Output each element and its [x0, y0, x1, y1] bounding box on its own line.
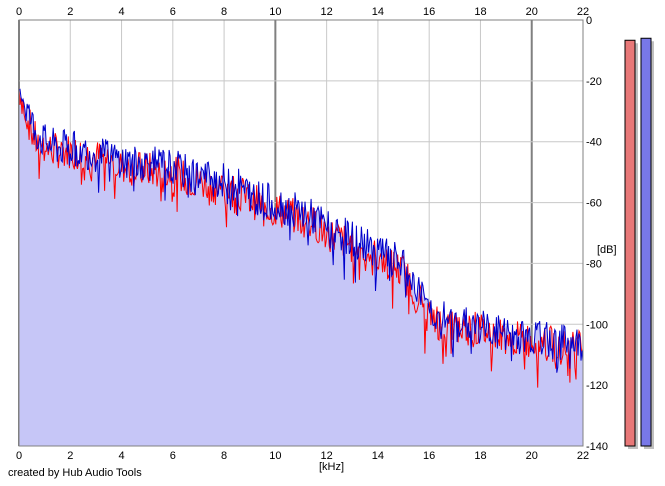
x-tick-label-bottom: 12	[321, 450, 333, 462]
y-tick-label: -40	[586, 137, 602, 149]
y-tick-label: -20	[586, 76, 602, 88]
level-meter-right	[640, 37, 652, 447]
level-meter-left	[624, 39, 636, 447]
x-tick-label-bottom: 4	[118, 450, 124, 462]
x-tick-label-bottom: 2	[67, 450, 73, 462]
x-tick-label-bottom: 0	[16, 450, 22, 462]
series-lines	[18, 87, 584, 388]
x-tick-labels-bottom: 0 2 4 6 8 10 12 14 16 18 20 22	[16, 450, 589, 462]
x-tick-label-bottom: 18	[474, 450, 486, 462]
x-tick-label-top: 18	[474, 6, 486, 18]
x-tick-label-bottom: 22	[577, 450, 589, 462]
x-tick-label-top: 12	[321, 6, 333, 18]
x-tick-label-bottom: 6	[170, 450, 176, 462]
y-axis-label: [dB]	[597, 244, 617, 256]
x-tick-label-top: 8	[221, 6, 227, 18]
x-tick-label-bottom: 14	[372, 450, 384, 462]
series-blue-line	[18, 88, 584, 373]
y-tick-label: -80	[586, 258, 602, 270]
x-tick-label-bottom: 8	[221, 450, 227, 462]
level-meters	[624, 37, 654, 449]
x-tick-label-bottom: 16	[423, 450, 435, 462]
x-tick-label-top: 10	[269, 6, 281, 18]
x-tick-label-bottom: 10	[269, 450, 281, 462]
y-tick-label: -140	[586, 441, 608, 453]
y-tick-label: 0	[586, 15, 592, 27]
x-tick-label-top: 20	[526, 6, 538, 18]
x-tick-label-top: 16	[423, 6, 435, 18]
x-tick-labels-top: 0 2 4 6 8 10 12 14 16 18 20 22	[16, 6, 589, 18]
x-axis-label: [kHz]	[319, 461, 345, 473]
spectrum-fill-area	[19, 87, 583, 447]
y-tick-label: -120	[586, 380, 608, 392]
x-tick-label-top: 22	[577, 6, 589, 18]
y-tick-label: -100	[586, 319, 608, 331]
plot-frame	[18, 19, 584, 447]
x-tick-label-top: 6	[170, 6, 176, 18]
y-tick-label: -60	[586, 198, 602, 210]
x-tick-label-top: 2	[67, 6, 73, 18]
x-tick-label-top: 14	[372, 6, 384, 18]
credit-text: created by Hub Audio Tools	[8, 467, 142, 479]
x-tick-label-bottom: 20	[526, 450, 538, 462]
y-tick-labels: 0 -20 -40 -60 -80 -100 -120 -140	[586, 15, 608, 453]
x-tick-label-top: 0	[16, 6, 22, 18]
x-tick-label-top: 4	[118, 6, 124, 18]
